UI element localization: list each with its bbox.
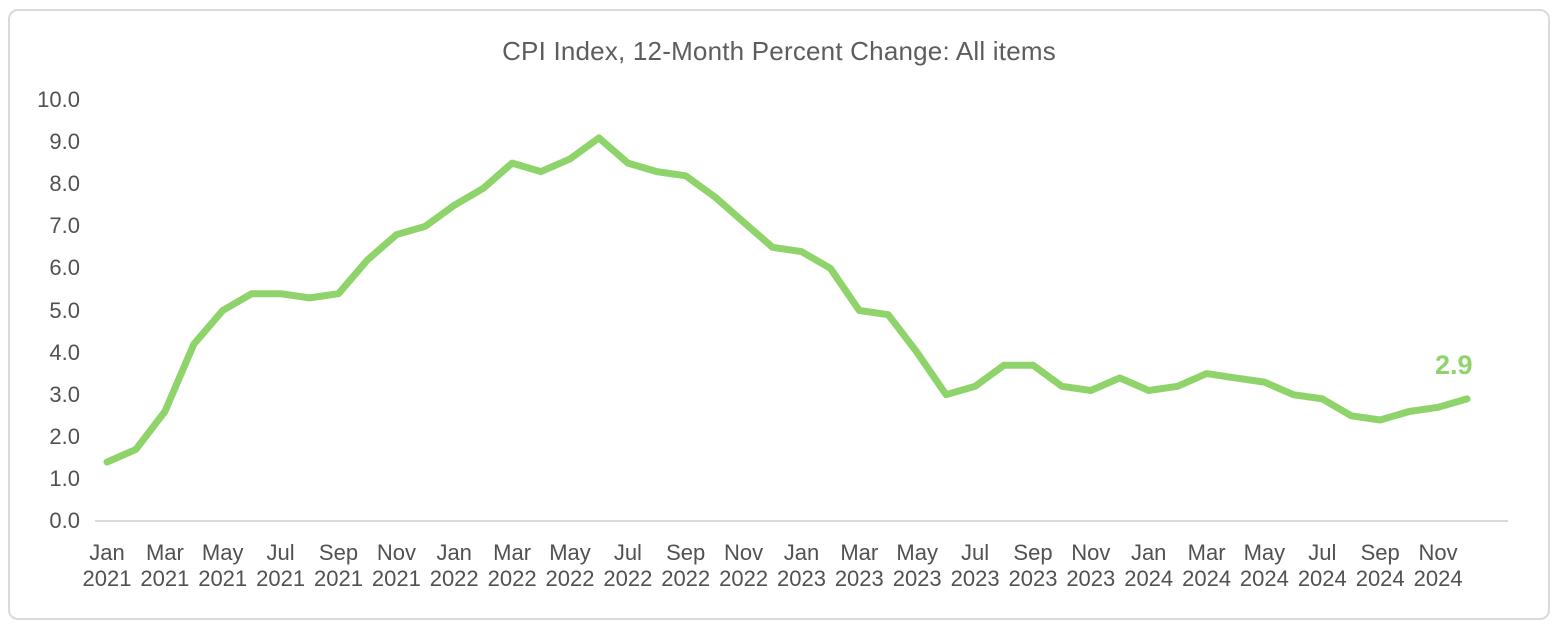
x-tick-month: Mar <box>840 540 879 565</box>
x-tick-label: Mar 2021 <box>140 540 189 592</box>
x-tick-month: May <box>1243 540 1286 565</box>
x-tick-label: May 2022 <box>546 540 595 592</box>
x-tick-label: Sep 2023 <box>1009 540 1058 592</box>
y-tick-label: 1.0 <box>49 465 80 491</box>
x-tick-label: May 2024 <box>1240 540 1289 592</box>
x-tick-month: Nov <box>376 540 416 565</box>
x-tick-year: 2021 <box>82 566 132 591</box>
x-tick-month: Jul <box>1308 540 1337 565</box>
x-tick-month: Jan <box>783 540 820 565</box>
x-tick-year: 2022 <box>603 566 653 591</box>
x-tick-month: May <box>896 540 938 565</box>
x-tick-label: Nov 2022 <box>719 540 768 592</box>
x-tick-label: Nov 2024 <box>1414 540 1463 592</box>
x-tick-label: Jul 2021 <box>256 540 305 592</box>
y-tick-label: 7.0 <box>49 213 80 239</box>
x-tick-month: Sep <box>1360 540 1400 565</box>
x-tick-year: 2024 <box>1413 566 1463 591</box>
x-tick-label: Jan 2022 <box>430 540 479 592</box>
x-tick-month: Nov <box>1418 540 1458 565</box>
series-end-label: 2.9 <box>1435 350 1473 380</box>
x-tick-year: 2024 <box>1297 566 1347 591</box>
x-tick-label: Sep 2021 <box>314 540 363 592</box>
x-tick-label: Sep 2024 <box>1356 540 1405 592</box>
y-tick-label: 9.0 <box>49 129 80 155</box>
x-tick-month: Jul <box>961 540 990 565</box>
x-tick-year: 2021 <box>198 566 248 591</box>
x-tick-label: Nov 2021 <box>372 540 421 592</box>
x-tick-label: Jul 2023 <box>951 540 1000 592</box>
x-tick-year: 2023 <box>834 566 884 591</box>
x-tick-month: Mar <box>493 540 532 565</box>
x-tick-label: Jul 2024 <box>1298 540 1347 592</box>
x-tick-year: 2022 <box>661 566 711 591</box>
x-tick-year: 2023 <box>892 566 942 591</box>
cpi-line-series <box>103 134 1471 466</box>
x-tick-year: 2024 <box>1355 566 1405 591</box>
y-tick-label: 4.0 <box>49 339 80 365</box>
x-tick-label: Sep 2022 <box>661 540 710 592</box>
x-tick-year: 2021 <box>371 566 421 591</box>
x-tick-month: Jul <box>266 540 295 565</box>
x-tick-year: 2023 <box>1066 566 1116 591</box>
x-tick-month: Mar <box>145 540 184 565</box>
x-tick-label: Jan 2021 <box>83 540 132 592</box>
x-tick-month: Nov <box>724 540 764 565</box>
x-tick-month: Jul <box>613 540 642 565</box>
x-tick-month: Nov <box>1071 540 1111 565</box>
x-tick-month: Mar <box>1187 540 1226 565</box>
y-tick-label: 0.0 <box>49 508 80 533</box>
x-tick-month: Jan <box>1130 540 1167 565</box>
y-tick-label: 3.0 <box>49 381 80 407</box>
x-tick-month: May <box>201 540 244 565</box>
x-tick-month: May <box>549 540 591 565</box>
x-tick-year: 2024 <box>1182 566 1232 591</box>
x-tick-label: Nov 2023 <box>1066 540 1115 592</box>
x-tick-year: 2023 <box>1008 566 1058 591</box>
x-tick-year: 2021 <box>256 566 306 591</box>
x-tick-month: Jan <box>436 540 472 565</box>
x-tick-label: Jan 2024 <box>1124 540 1173 592</box>
x-tick-month: Jan <box>89 540 125 565</box>
y-tick-label: 6.0 <box>49 255 80 281</box>
x-tick-year: 2021 <box>140 566 190 591</box>
x-tick-label: Mar 2022 <box>488 540 537 592</box>
x-tick-label: May 2021 <box>198 540 247 592</box>
y-tick-label: 2.0 <box>49 423 80 449</box>
x-tick-label: Jan 2023 <box>777 540 826 592</box>
x-tick-year: 2024 <box>1124 566 1174 591</box>
x-tick-year: 2023 <box>950 566 1000 591</box>
x-tick-month: Sep <box>1013 540 1053 565</box>
x-tick-label: Jul 2022 <box>603 540 652 592</box>
x-tick-year: 2022 <box>487 566 537 591</box>
chart-card <box>8 9 1550 620</box>
x-tick-label: Mar 2024 <box>1182 540 1231 592</box>
x-tick-year: 2022 <box>545 566 595 591</box>
x-tick-year: 2023 <box>777 566 826 591</box>
x-tick-year: 2024 <box>1239 566 1289 591</box>
x-tick-year: 2022 <box>719 566 769 591</box>
x-tick-year: 2021 <box>314 566 363 591</box>
y-tick-label: 10.0 <box>37 87 80 112</box>
chart-title: CPI Index, 12-Month Percent Change: All … <box>502 36 1056 66</box>
x-tick-year: 2022 <box>429 566 479 591</box>
x-tick-month: Sep <box>318 540 359 565</box>
x-tick-label: Mar 2023 <box>835 540 884 592</box>
y-tick-label: 8.0 <box>49 171 80 197</box>
y-tick-label: 5.0 <box>49 297 80 323</box>
x-tick-label: May 2023 <box>893 540 942 592</box>
x-tick-month: Sep <box>666 540 706 565</box>
